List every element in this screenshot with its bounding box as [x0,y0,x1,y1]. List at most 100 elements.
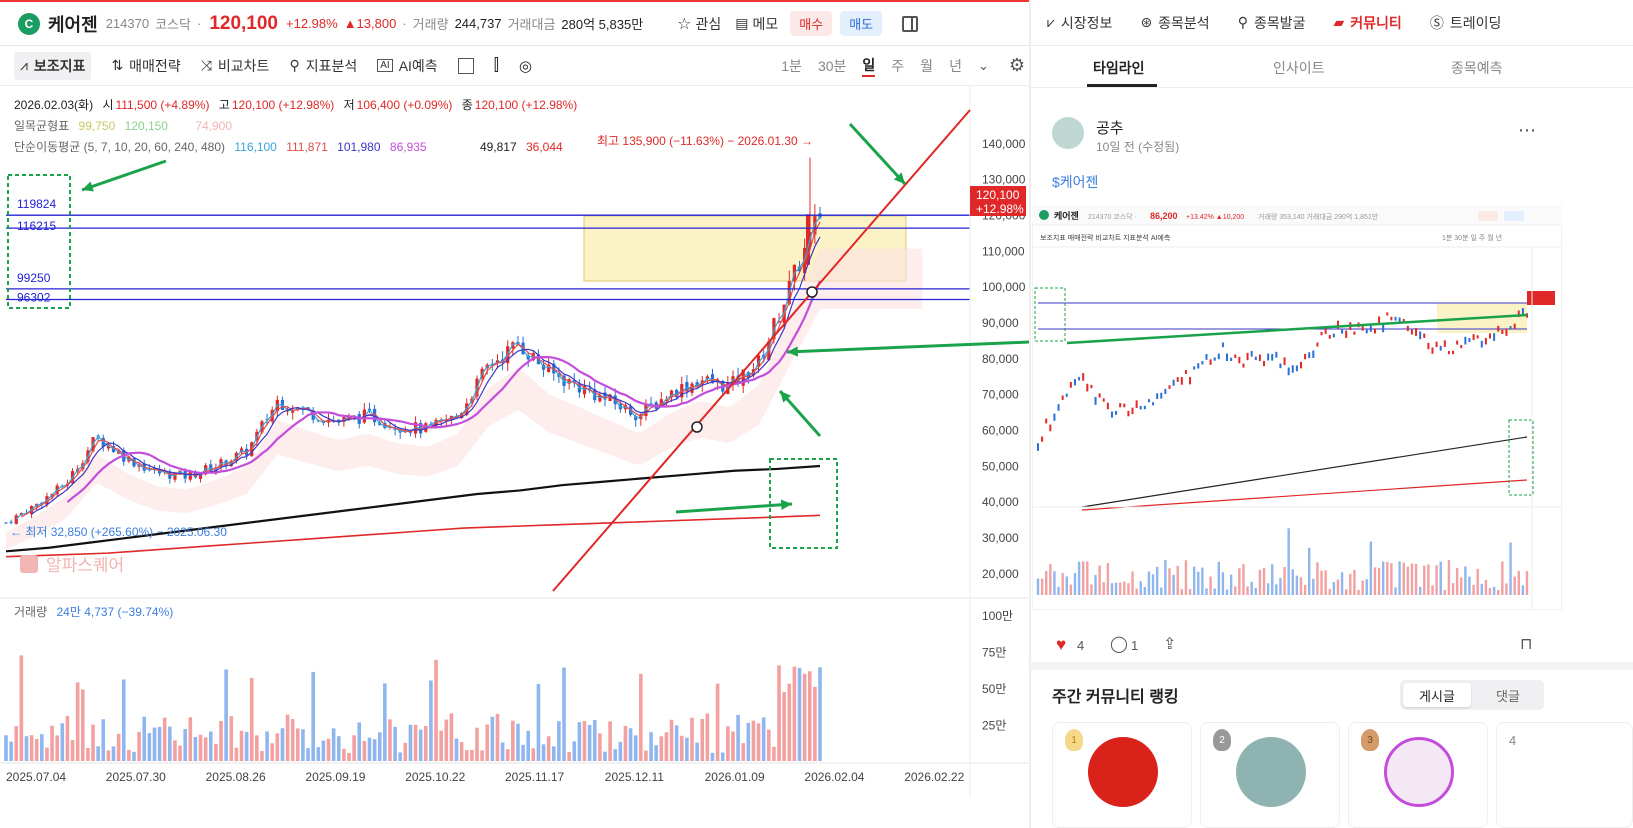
mini-volume-bar [1275,584,1278,595]
mini-volume-bar [1217,561,1221,595]
compare-button[interactable]: ⤨ 비교차트 [200,57,270,74]
volume-bar [761,717,766,761]
mini-volume-bar [1164,560,1167,595]
avatar[interactable] [1052,117,1084,149]
ranking-card-2[interactable]: 2 [1200,722,1340,828]
stock-name[interactable]: 케어젠 [48,14,98,35]
candle-body [777,321,781,323]
mini-candle [1115,410,1118,415]
nav-stock-analysis[interactable]: ⊛ 종목분석 [1140,14,1210,31]
nav-stock-discovery[interactable]: ⚲ 종목발굴 [1237,14,1306,31]
memo-button[interactable]: ▤ 메모 [735,15,779,32]
mini-volume-bar [1361,580,1364,595]
tab-prediction[interactable]: 종목예측 [1451,60,1503,76]
ai-predict-button[interactable]: AI AI예측 [377,56,438,76]
candle-icon[interactable]: ⫿ [493,56,499,74]
nav-trading[interactable]: Ⓢ 트레이딩 [1429,14,1502,31]
mini-volume-bar [1443,589,1447,595]
buy-button[interactable]: 매수 [790,11,833,36]
sell-button[interactable]: 매도 [840,11,883,36]
candle-body [695,382,699,387]
tab-timeline[interactable]: 타임라인 [1093,60,1145,76]
ranking-card-4[interactable]: 4 [1496,722,1633,828]
volume-tick-label: 100만 [982,609,1013,623]
volume-bar [480,750,484,761]
mini-volume-bar [1180,589,1184,595]
mini-volume-bar [1501,561,1504,595]
period-30min[interactable]: 30분 [817,57,847,74]
period-week[interactable]: 주 [891,57,905,74]
mini-candle [1312,350,1315,358]
nav-market-info[interactable]: ⩗ 시장정보 [1047,14,1113,31]
dollar-icon: Ⓢ [1429,14,1444,31]
ranking-card-3[interactable]: 3 [1348,722,1488,828]
period-1min[interactable]: 1분 [781,57,802,74]
volume-legend: 거래량 24만 4,737 (−39.74%) [14,605,174,619]
bookmark-icon[interactable]: ⊓ [1520,636,1533,653]
ranking-tab-posts[interactable]: 게시글 [1403,683,1471,707]
mini-candle [1049,424,1052,432]
y-tick-label: 130,000 [982,173,1026,187]
post-stock-tag[interactable]: $케어젠 [1052,174,1099,190]
square-draw-icon[interactable] [457,57,474,74]
strategy-button[interactable]: ⇅ 매매전략 [111,57,181,74]
tab-insight[interactable]: 인사이트 [1273,60,1325,76]
analysis-button[interactable]: ⚲ 지표분석 [289,57,358,74]
volume-bar [633,735,638,761]
mini-candle [1230,357,1233,361]
mini-candle [1258,354,1261,362]
mini-volume-bar [1394,587,1397,595]
share-icon[interactable]: ⇪ [1163,636,1177,653]
svg-text:214370 코스닥 ·: 214370 코스닥 · [1088,212,1137,221]
mini-volume-bar [1320,570,1323,595]
more-icon[interactable]: ⋯ [1518,120,1536,140]
mini-dashed-box [1508,419,1534,496]
period-year[interactable]: 년 [949,57,962,74]
mini-volume-bar [1086,561,1089,595]
mini-volume-bar [1336,579,1340,595]
price-tag-pct: +12.98% [976,202,1024,216]
volume-bar [618,741,623,761]
volume-bar [296,728,300,761]
mini-volume-bar [1110,583,1114,595]
volume-bar [203,737,208,761]
heart-icon[interactable]: ♥ [1056,635,1067,654]
mini-volume-bar [1246,586,1249,595]
camera-icon[interactable]: ◎ [518,57,532,75]
analysis-icon: ⚲ [289,57,300,73]
volume-bar [613,749,618,761]
chevron-down-icon[interactable]: ⌄ [977,57,989,73]
mini-volume-bar [1513,576,1516,595]
post-author[interactable]: 공추 [1096,120,1124,137]
ranking-tab-comments[interactable]: 댓글 [1496,688,1520,704]
watch-button[interactable]: ☆ 관심 [677,15,722,33]
nav-community[interactable]: ▰ 커뮤니티 [1333,14,1402,31]
ranking-card-1[interactable]: 1 [1052,722,1192,828]
period-day[interactable]: 일 [862,55,876,77]
volume-bar [19,655,24,761]
mini-volume-bar [1340,572,1344,595]
tab-underline [1087,84,1157,87]
volume-bar [464,750,469,761]
gold-medal-icon: 1 [1065,729,1083,751]
panel-toggle-icon[interactable] [902,15,919,32]
gear-icon[interactable]: ⚙ [1008,55,1025,75]
volume-bar [756,723,761,761]
mini-candle [1287,367,1290,376]
mini-candle [1156,393,1159,399]
mini-candle [1106,402,1109,410]
period-month[interactable]: 월 [920,57,934,74]
candle-body [567,379,571,384]
volume-bar [818,667,822,761]
memo-icon: ▤ [735,15,749,31]
post-image[interactable]: 케어젠 214370 코스닥 · 86,200 +13.42% ▲10,200 … [1032,205,1562,610]
mini-volume-bar [1090,584,1093,595]
mini-volume-bar [1410,563,1414,595]
panel-divider[interactable] [1029,0,1031,828]
mini-candle [1505,328,1508,336]
indicators-button[interactable]: ⩘ 보조지표 [14,51,92,80]
comment-icon[interactable]: ◯ [1110,636,1128,653]
volume-bar [669,719,674,761]
candle-body [347,416,351,420]
